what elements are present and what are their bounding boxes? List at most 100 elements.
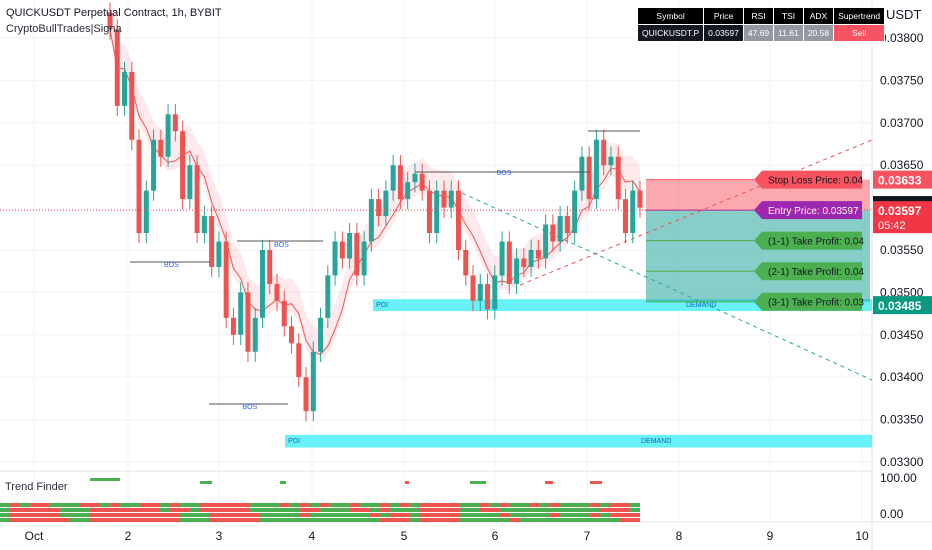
trend-finder-cell — [380, 508, 390, 512]
trend-finder-cell — [20, 518, 30, 522]
trend-finder-cell — [310, 513, 320, 517]
trend-finder-cell — [400, 513, 410, 517]
candle-body — [521, 258, 527, 267]
stats-header-supertrend: Supertrend — [833, 7, 886, 25]
trend-finder-cell — [170, 508, 180, 512]
trend-finder-cell — [480, 513, 490, 517]
countdown-tag: 05:42 — [878, 220, 906, 232]
candle-body — [107, 12, 113, 30]
trade-label-bg — [754, 292, 862, 311]
candle-body — [361, 241, 367, 276]
trend-finder-cell — [340, 518, 350, 522]
candle-body — [318, 317, 324, 352]
trend-finder-cell — [350, 513, 360, 517]
trend-finder-cell — [140, 513, 150, 517]
trend-finder-cell — [90, 503, 100, 507]
trend-finder-cell — [270, 503, 280, 507]
trend-finder-cell — [70, 518, 80, 522]
trend-finder-cell — [390, 513, 400, 517]
candle-body — [194, 165, 200, 234]
tp2-label: (2-1) Take Profit: 0.04 — [754, 262, 864, 281]
trend-finder-cell — [490, 503, 500, 507]
trend-finder-cell — [610, 518, 620, 522]
candle-body — [572, 190, 578, 234]
time-tick-label: 9 — [767, 529, 774, 543]
candle-body — [390, 165, 396, 191]
trend-finder-cell — [340, 513, 350, 517]
candle-body — [238, 292, 244, 335]
trend-finder-cell — [320, 513, 330, 517]
stats-tsi: 11.61 — [773, 24, 804, 42]
trend-finder-cell — [460, 518, 470, 522]
candle-body — [564, 216, 570, 234]
candle-body — [310, 351, 316, 412]
trend-finder-cell — [560, 518, 570, 522]
trend-finder-cell — [350, 508, 360, 512]
trend-finder-cell — [70, 513, 80, 517]
candle-body — [434, 190, 440, 234]
candle-body — [136, 139, 142, 234]
trend-finder-cell — [530, 513, 540, 517]
candle-body — [252, 317, 258, 352]
trend-finder-cell — [200, 513, 210, 517]
candle-body — [332, 241, 338, 276]
trend-finder-cell — [390, 508, 400, 512]
demand-zone — [373, 299, 872, 312]
bos-label: BOS — [164, 262, 179, 269]
trend-finder-cell — [180, 503, 190, 507]
trend-finder-label[interactable]: Trend Finder — [5, 481, 68, 493]
price-tick-label: 0.03450 — [880, 328, 924, 342]
trend-finder-cell — [200, 503, 210, 507]
zone-right-label: DEMAND — [686, 302, 716, 309]
trend-finder-cell — [250, 518, 260, 522]
candle-body — [201, 216, 207, 234]
trend-finder-cell — [190, 503, 200, 507]
trend-finder-signal — [405, 481, 409, 484]
trend-finder-cell — [630, 518, 640, 522]
trend-finder-cell — [140, 508, 150, 512]
trend-finder-cell — [240, 508, 250, 512]
trend-finder-cell — [120, 508, 130, 512]
trend-finder-cell — [210, 503, 220, 507]
candle-body — [397, 165, 403, 200]
price-tick-label: 0.03550 — [880, 243, 924, 257]
price-tick-label: 0.03750 — [880, 73, 924, 87]
stats-adx: 20.58 — [802, 24, 835, 42]
trend-finder-cell — [200, 518, 210, 522]
trend-finder-cell — [490, 508, 500, 512]
trend-finder-cell — [10, 513, 20, 517]
trend-finder-cell — [500, 503, 510, 507]
trend-finder-cell — [120, 518, 130, 522]
trend-finder-cell — [90, 518, 100, 522]
trend-finder-cell — [130, 503, 140, 507]
trade-labels: Stop Loss Price: 0.04 Entry Price: 0.0359… — [646, 170, 864, 311]
trend-finder-cell — [570, 508, 580, 512]
stats-header-price: Price — [703, 7, 744, 25]
candle-body — [267, 250, 273, 284]
demand-zone — [285, 434, 872, 448]
trend-finder-cell — [420, 513, 430, 517]
candle-body — [470, 275, 476, 301]
candle-body — [550, 224, 556, 242]
trend-finder-cell — [600, 518, 610, 522]
trend-finder-cell — [120, 503, 130, 507]
trend-finder-cell — [520, 513, 530, 517]
trend-finder-cell — [380, 513, 390, 517]
trend-finder-cell — [40, 518, 50, 522]
trend-finder-cell — [330, 508, 340, 512]
trend-finder-cell — [530, 508, 540, 512]
candle-body — [187, 165, 193, 200]
indicator-name[interactable]: CryptoBullTrades|Signa — [6, 23, 122, 35]
trend-finder-cell — [450, 508, 460, 512]
trend-finder-cell — [110, 518, 120, 522]
trend-finder-cell — [150, 508, 160, 512]
support-trendline — [461, 192, 873, 381]
trend-finder-cell — [250, 513, 260, 517]
candle-body — [383, 190, 389, 217]
stats-header-tsi: TSI — [773, 7, 804, 25]
price-unit-label[interactable]: USDT — [886, 7, 922, 22]
trend-finder-cell — [300, 503, 310, 507]
trend-finder-cell — [520, 503, 530, 507]
trade-label-text: Entry Price: 0.03597 — [768, 206, 859, 217]
